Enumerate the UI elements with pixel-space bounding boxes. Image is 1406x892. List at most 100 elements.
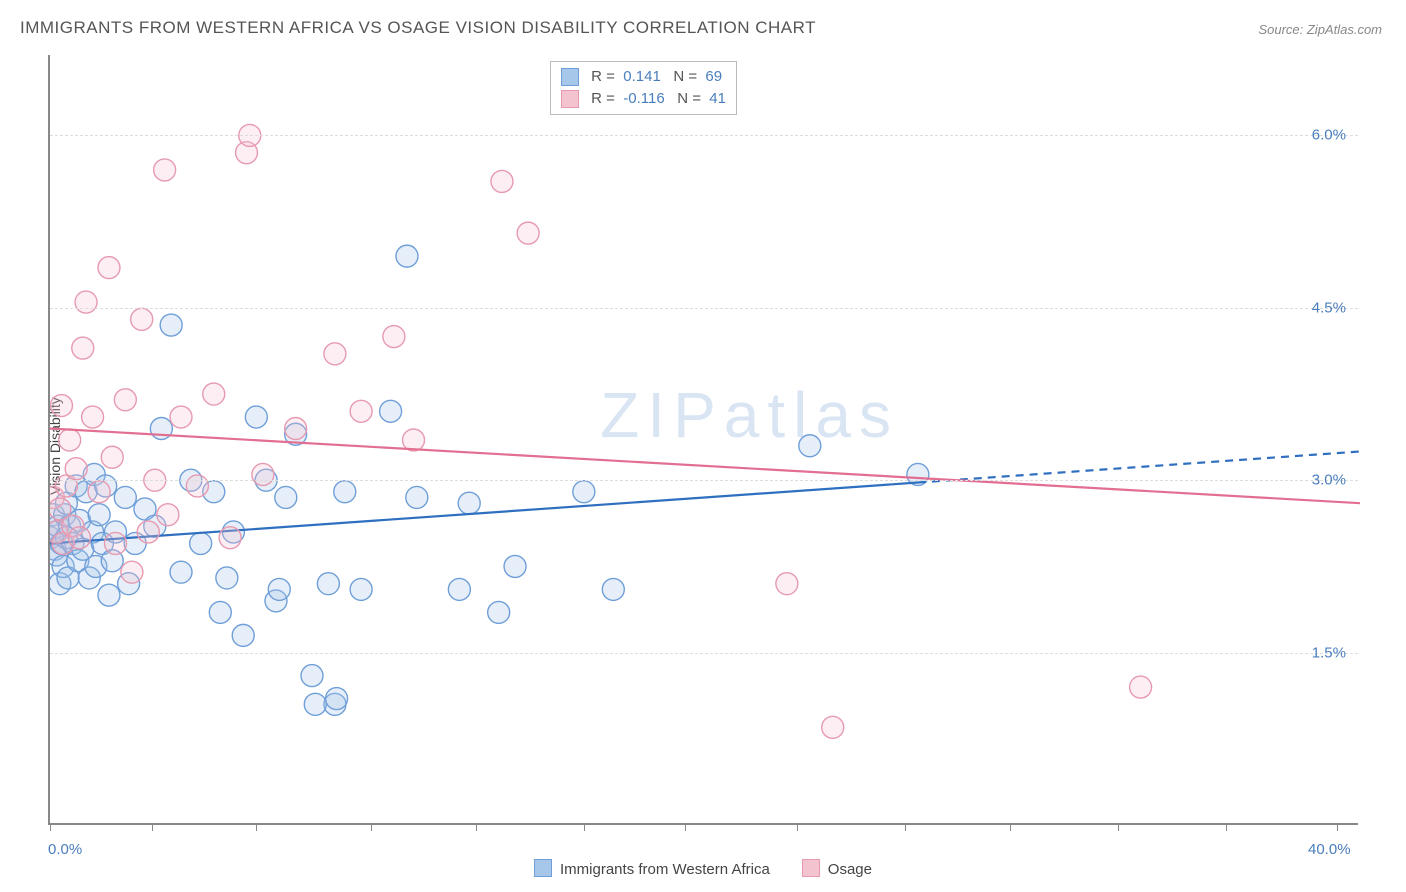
data-point bbox=[573, 481, 595, 503]
y-tick-label: 3.0% bbox=[1312, 472, 1346, 489]
data-point bbox=[68, 527, 90, 549]
data-point bbox=[216, 567, 238, 589]
data-point bbox=[131, 308, 153, 330]
plot-area: ZIPatlas R = 0.141 N = 69 R = -0.116 N =… bbox=[48, 55, 1358, 825]
legend-swatch bbox=[802, 859, 820, 877]
data-point bbox=[285, 418, 307, 440]
data-point bbox=[170, 561, 192, 583]
y-tick-label: 4.5% bbox=[1312, 299, 1346, 316]
data-point bbox=[275, 486, 297, 508]
data-point bbox=[209, 601, 231, 623]
stat-r-value: -0.116 bbox=[623, 88, 664, 110]
y-tick-label: 1.5% bbox=[1312, 644, 1346, 661]
data-point bbox=[114, 389, 136, 411]
x-tick bbox=[1118, 823, 1119, 831]
stats-row: R = 0.141 N = 69 bbox=[561, 66, 726, 88]
data-point bbox=[101, 446, 123, 468]
data-point bbox=[219, 527, 241, 549]
trend-line bbox=[50, 483, 918, 544]
gridline bbox=[50, 480, 1358, 481]
data-point bbox=[776, 573, 798, 595]
data-point bbox=[88, 504, 110, 526]
x-axis-min-label: 0.0% bbox=[48, 841, 82, 858]
data-point bbox=[334, 481, 356, 503]
data-point bbox=[350, 400, 372, 422]
y-tick-label: 6.0% bbox=[1312, 127, 1346, 144]
x-axis-max-label: 40.0% bbox=[1308, 841, 1351, 858]
data-point bbox=[157, 504, 179, 526]
data-point bbox=[65, 458, 87, 480]
chart-container: IMMIGRANTS FROM WESTERN AFRICA VS OSAGE … bbox=[0, 0, 1406, 892]
legend-label: Immigrants from Western Africa bbox=[560, 861, 770, 878]
gridline bbox=[50, 653, 1358, 654]
data-point bbox=[380, 400, 402, 422]
data-point bbox=[317, 573, 339, 595]
data-point bbox=[137, 521, 159, 543]
legend-swatch bbox=[561, 68, 579, 86]
data-point bbox=[383, 326, 405, 348]
data-point bbox=[232, 624, 254, 646]
data-point bbox=[448, 578, 470, 600]
trend-line-extrapolated bbox=[918, 451, 1360, 482]
data-point bbox=[186, 475, 208, 497]
data-point bbox=[82, 406, 104, 428]
data-point bbox=[1130, 676, 1152, 698]
data-point bbox=[98, 584, 120, 606]
data-point bbox=[114, 486, 136, 508]
data-point bbox=[491, 170, 513, 192]
data-point bbox=[190, 532, 212, 554]
data-point bbox=[799, 435, 821, 457]
stat-label: R = bbox=[587, 66, 623, 88]
x-tick bbox=[584, 823, 585, 831]
x-tick bbox=[152, 823, 153, 831]
x-tick bbox=[905, 823, 906, 831]
x-tick bbox=[50, 823, 51, 831]
legend-swatch bbox=[561, 90, 579, 108]
data-point bbox=[72, 337, 94, 359]
stat-n-value: 69 bbox=[705, 66, 722, 88]
x-tick bbox=[256, 823, 257, 831]
data-point bbox=[602, 578, 624, 600]
data-point bbox=[458, 492, 480, 514]
trend-line bbox=[50, 429, 1360, 504]
chart-title: IMMIGRANTS FROM WESTERN AFRICA VS OSAGE … bbox=[20, 18, 816, 38]
data-point bbox=[504, 555, 526, 577]
data-point bbox=[59, 429, 81, 451]
scatter-svg bbox=[50, 55, 1360, 825]
x-tick bbox=[797, 823, 798, 831]
data-point bbox=[252, 463, 274, 485]
legend-item: Immigrants from Western Africa bbox=[534, 859, 770, 878]
x-tick bbox=[476, 823, 477, 831]
data-point bbox=[75, 291, 97, 313]
x-tick bbox=[1337, 823, 1338, 831]
stat-label: N = bbox=[661, 66, 706, 88]
data-point bbox=[50, 395, 72, 417]
data-point bbox=[98, 257, 120, 279]
data-point bbox=[203, 383, 225, 405]
data-point bbox=[245, 406, 267, 428]
gridline bbox=[50, 308, 1358, 309]
data-point bbox=[301, 665, 323, 687]
data-point bbox=[326, 688, 348, 710]
data-point bbox=[170, 406, 192, 428]
data-point bbox=[160, 314, 182, 336]
data-point bbox=[268, 578, 290, 600]
x-tick bbox=[685, 823, 686, 831]
legend-swatch bbox=[534, 859, 552, 877]
data-point bbox=[324, 343, 346, 365]
x-tick bbox=[1226, 823, 1227, 831]
data-point bbox=[517, 222, 539, 244]
data-point bbox=[396, 245, 418, 267]
data-point bbox=[488, 601, 510, 623]
stat-r-value: 0.141 bbox=[623, 66, 661, 88]
stat-n-value: 41 bbox=[709, 88, 726, 110]
data-point bbox=[121, 561, 143, 583]
stat-label: R = bbox=[587, 88, 623, 110]
stats-row: R = -0.116 N = 41 bbox=[561, 88, 726, 110]
data-point bbox=[350, 578, 372, 600]
data-point bbox=[88, 481, 110, 503]
stats-legend-box: R = 0.141 N = 69 R = -0.116 N = 41 bbox=[550, 61, 737, 115]
data-point bbox=[154, 159, 176, 181]
stat-label: N = bbox=[665, 88, 710, 110]
data-point bbox=[822, 716, 844, 738]
